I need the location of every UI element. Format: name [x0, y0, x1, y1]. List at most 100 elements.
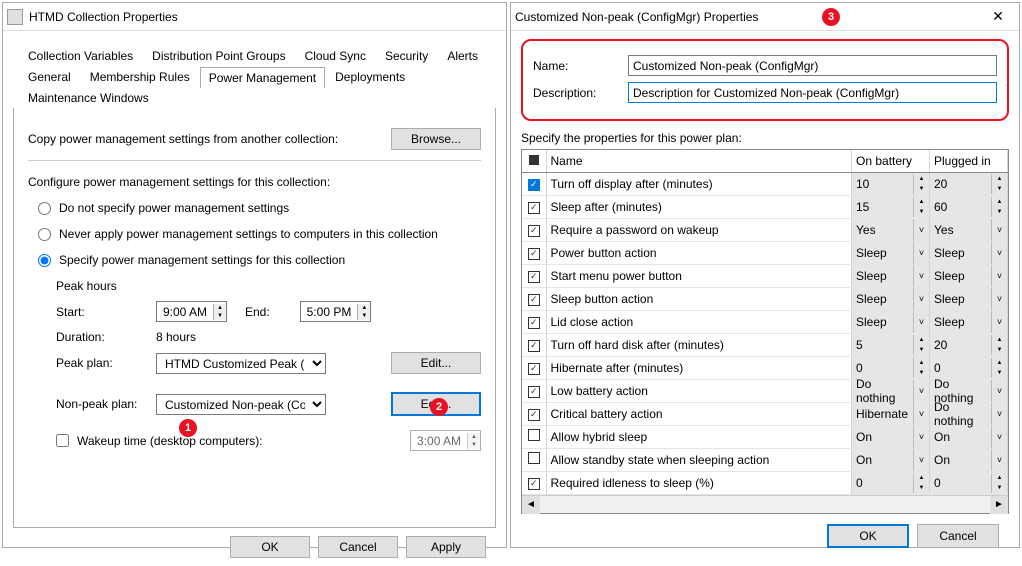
ok-button[interactable]: OK [230, 536, 310, 558]
col-name-header[interactable]: Name [546, 150, 852, 172]
tab-deployments[interactable]: Deployments [326, 66, 414, 87]
radio-specify[interactable] [38, 254, 51, 267]
on-battery-cell[interactable]: Do nothing˅ [852, 379, 930, 402]
tab-alerts[interactable]: Alerts [438, 45, 487, 66]
plugged-in-cell[interactable]: Sleep˅ [930, 310, 1008, 333]
chevron-down-icon: ˅ [991, 219, 1007, 241]
cancel-button[interactable]: Cancel [318, 536, 398, 558]
tab-membership-rules[interactable]: Membership Rules [81, 66, 199, 87]
tab-maintenance-windows[interactable]: Maintenance Windows [19, 87, 158, 108]
row-checkbox[interactable]: ✓ [528, 340, 540, 352]
name-desc-group: Name: Description: [521, 39, 1009, 121]
tab-security[interactable]: Security [376, 45, 437, 66]
spinner-arrows: ▲▼ [991, 197, 1007, 217]
plugged-in-cell[interactable]: Sleep˅ [930, 264, 1008, 287]
window-title: HTMD Collection Properties [29, 10, 502, 24]
apply-button[interactable]: Apply [406, 536, 486, 558]
row-name: Critical battery action [546, 402, 852, 425]
on-battery-cell[interactable]: Sleep˅ [852, 241, 930, 264]
on-battery-cell[interactable]: 5▲▼ [852, 333, 930, 356]
col-plugged-header[interactable]: Plugged in [930, 150, 1008, 172]
browse-button[interactable]: Browse... [391, 128, 481, 150]
end-value: 5:00 PM [301, 305, 358, 319]
chevron-down-icon: ˅ [991, 403, 1007, 425]
tab-power-management[interactable]: Power Management [200, 67, 325, 88]
on-battery-cell[interactable]: Sleep˅ [852, 264, 930, 287]
table-row: Allow hybrid sleepOn˅On˅ [522, 425, 1008, 448]
radio-never[interactable] [38, 228, 51, 241]
cancel-button-right[interactable]: Cancel [917, 524, 999, 548]
on-battery-cell[interactable]: On˅ [852, 448, 930, 471]
peak-plan-select[interactable]: HTMD Customized Peak (Con [156, 353, 326, 374]
row-checkbox[interactable] [528, 429, 540, 441]
plugged-in-cell[interactable]: 20▲▼ [930, 172, 1008, 195]
plugged-in-cell[interactable]: Sleep˅ [930, 241, 1008, 264]
tab-distribution-point-groups[interactable]: Distribution Point Groups [143, 45, 294, 66]
start-spinner[interactable]: 9:00 AM▲▼ [156, 301, 227, 322]
wakeup-value: 3:00 AM [411, 434, 467, 448]
plugged-in-cell[interactable]: Do nothing˅ [930, 402, 1008, 425]
on-battery-cell[interactable]: Sleep˅ [852, 287, 930, 310]
row-checkbox[interactable]: ✓ [528, 202, 540, 214]
badge-1: 1 [179, 419, 197, 437]
on-battery-cell[interactable]: Hibernate˅ [852, 402, 930, 425]
chevron-down-icon: ˅ [913, 311, 929, 333]
plugged-in-cell[interactable]: Sleep˅ [930, 287, 1008, 310]
on-battery-cell[interactable]: Sleep˅ [852, 310, 930, 333]
table-row: ✓Turn off hard disk after (minutes)5▲▼20… [522, 333, 1008, 356]
close-icon[interactable]: ✕ [981, 6, 1015, 28]
row-checkbox[interactable]: ✓ [528, 409, 540, 421]
table-row: ✓Start menu power buttonSleep˅Sleep˅ [522, 264, 1008, 287]
nonpeak-plan-select[interactable]: Customized Non-peak (Config [156, 394, 326, 415]
row-checkbox[interactable]: ✓ [528, 271, 540, 283]
plugged-in-cell[interactable]: 20▲▼ [930, 333, 1008, 356]
radio-row-never[interactable]: Never apply power management settings to… [38, 227, 481, 241]
radio-none[interactable] [38, 202, 51, 215]
tab-cloud-sync[interactable]: Cloud Sync [296, 45, 375, 66]
row-checkbox[interactable]: ✓ [528, 386, 540, 398]
row-checkbox[interactable]: ✓ [528, 225, 540, 237]
wakeup-checkbox[interactable] [56, 434, 69, 447]
plugged-in-cell[interactable]: 0▲▼ [930, 471, 1008, 494]
desc-input[interactable] [628, 82, 997, 103]
start-label: Start: [56, 305, 156, 319]
divider [28, 160, 481, 161]
row-checkbox[interactable] [528, 452, 540, 464]
ok-button-right[interactable]: OK [827, 524, 909, 548]
row-name: Power button action [546, 241, 852, 264]
col-battery-header[interactable]: On battery [852, 150, 930, 172]
tab-collection-variables[interactable]: Collection Variables [19, 45, 142, 66]
h-scrollbar[interactable]: ◄► [522, 495, 1008, 513]
app-icon [7, 9, 23, 25]
radio-row-specify[interactable]: Specify power management settings for th… [38, 253, 481, 267]
row-checkbox[interactable]: ✓ [528, 363, 540, 375]
end-spinner[interactable]: 5:00 PM▲▼ [300, 301, 372, 322]
on-battery-cell[interactable]: On˅ [852, 425, 930, 448]
on-battery-cell[interactable]: 15▲▼ [852, 195, 930, 218]
peak-settings: Peak hours Start: 9:00 AM▲▼ End: 5:00 PM… [56, 279, 481, 416]
name-input[interactable] [628, 55, 997, 76]
plugged-in-cell[interactable]: On˅ [930, 448, 1008, 471]
plugged-in-cell[interactable]: On˅ [930, 425, 1008, 448]
row-checkbox[interactable]: ✓ [528, 248, 540, 260]
row-name: Allow standby state when sleeping action [546, 448, 852, 471]
row-checkbox[interactable]: ✓ [528, 478, 540, 490]
plugged-in-cell[interactable]: Yes˅ [930, 218, 1008, 241]
row-checkbox[interactable]: ✓ [528, 294, 540, 306]
power-plan-grid: Name On battery Plugged in ✓Turn off dis… [522, 150, 1008, 495]
on-battery-cell[interactable]: Yes˅ [852, 218, 930, 241]
plugged-in-cell[interactable]: 60▲▼ [930, 195, 1008, 218]
row-checkbox[interactable]: ✓ [528, 317, 540, 329]
row-checkbox[interactable]: ✓ [528, 179, 540, 191]
col-check-header[interactable] [522, 150, 546, 172]
name-label: Name: [533, 59, 628, 73]
on-battery-cell[interactable]: 10▲▼ [852, 172, 930, 195]
edit-peak-button[interactable]: Edit... [391, 352, 481, 374]
tab-general[interactable]: General [19, 66, 80, 87]
duration-label: Duration: [56, 330, 156, 344]
row-name: Low battery action [546, 379, 852, 402]
peak-hours-label: Peak hours [56, 279, 481, 293]
on-battery-cell[interactable]: 0▲▼ [852, 471, 930, 494]
radio-row-none[interactable]: Do not specify power management settings [38, 201, 481, 215]
chevron-down-icon: ˅ [913, 242, 929, 264]
